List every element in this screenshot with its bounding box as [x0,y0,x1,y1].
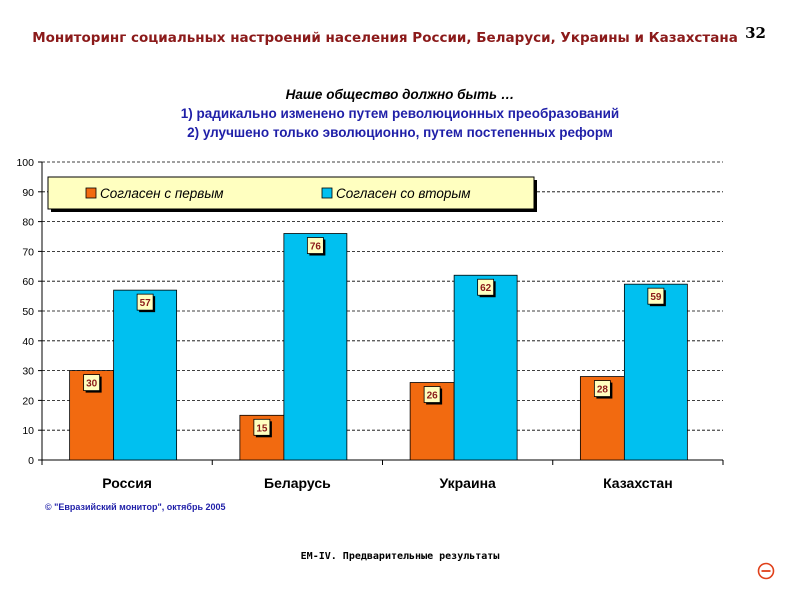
bar-series-2 [283,233,348,461]
x-category-label: Беларусь [264,475,331,491]
data-label: 76 [310,242,322,253]
header-title: Мониторинг социальных настроений населен… [32,30,738,46]
data-label-box [647,287,665,305]
data-label-box [253,418,271,436]
y-tick-label: 80 [22,217,34,229]
footer-caption: EM-IV. Предварительные результаты [300,551,500,562]
data-label-box [477,278,495,296]
data-label: 28 [597,385,609,396]
data-label: 15 [256,423,268,434]
data-label-box [83,374,101,392]
legend-label: Согласен со вторым [336,186,471,201]
label-layer: 30 57 15 76 26 62 28 59 [83,237,666,438]
legend-swatch [85,187,97,199]
bar-series-2 [453,274,518,461]
legend-swatch [321,187,333,199]
y-tick-label: 10 [22,425,34,437]
page-number: 32 [745,24,766,42]
y-tick-label: 70 [22,246,34,258]
legend: Согласен с первым Согласен со вторым [47,176,537,212]
y-tick-label: 100 [16,157,34,169]
data-label-box [136,293,154,311]
question-line-2: 1) радикально изменено путем революционн… [180,106,620,121]
x-category-label: Казахстан [603,475,673,491]
copyright-note: © "Евразийский монитор", октябрь 2005 [45,502,226,512]
y-tick-label: 50 [22,306,34,318]
bar-series-2 [113,289,178,461]
data-label: 59 [650,292,662,303]
axis-layer: 0 10 20 30 40 50 60 70 80 90 100 Россия Беларусь Укра… [16,157,724,491]
bar-layer [69,233,688,461]
bar-series-2 [623,283,688,461]
legend-label: Согласен с первым [100,186,224,201]
data-label-box [593,380,611,397]
data-label-box [423,386,441,403]
y-tick-label: 60 [22,276,34,288]
y-tick-label: 90 [22,187,34,199]
data-label: 26 [427,391,439,402]
x-category-label: Россия [102,475,152,491]
minus-circle-icon[interactable] [755,560,777,582]
y-tick-label: 20 [22,395,34,407]
legend-box [47,176,535,210]
data-label-box [306,237,324,254]
y-tick-label: 30 [22,366,34,378]
data-label: 57 [140,298,152,309]
question-line-1: Наше общество должно быть … [285,87,515,102]
y-tick-label: 40 [22,336,34,348]
question-line-3: 2) улучшено только эволюционно, путем по… [187,125,613,140]
y-tick-label: 0 [28,455,34,467]
data-label: 62 [480,283,492,294]
data-label: 30 [86,379,98,390]
x-category-label: Украина [439,475,496,491]
